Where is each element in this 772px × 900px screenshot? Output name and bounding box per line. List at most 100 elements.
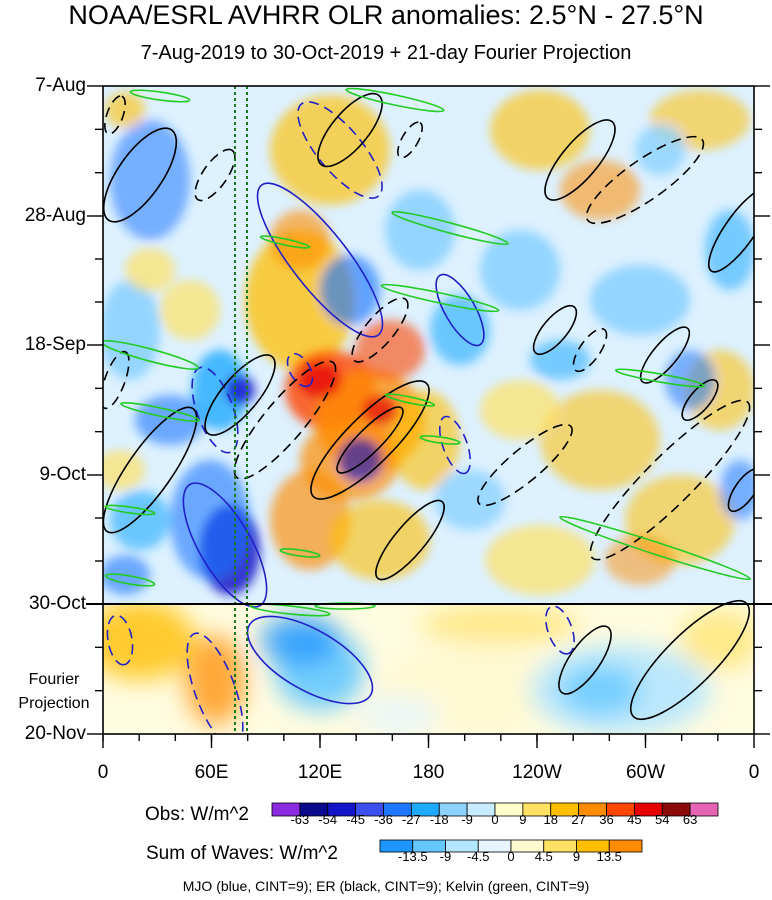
colorbar-tick-label: 27	[571, 812, 586, 827]
kelvin-contour	[259, 235, 311, 249]
wave-contours	[103, 87, 754, 734]
mjo-contour	[106, 614, 134, 666]
obs-anomaly-blob	[605, 535, 675, 585]
obs-anomaly-blob	[430, 295, 490, 365]
obs-anomaly-blob	[245, 230, 355, 370]
y-tick-label: 30-Oct	[28, 593, 86, 614]
obs-anomaly-blob	[435, 470, 505, 530]
obs-anomaly-blob	[540, 390, 660, 490]
obs-anomaly-blob	[270, 210, 330, 270]
obs-anomaly-blob	[355, 320, 425, 380]
y-tick-label: 18-Sep	[24, 334, 86, 355]
obs-anomaly-blob	[485, 525, 595, 595]
projection-blob	[260, 615, 340, 665]
mjo-contour	[545, 605, 575, 655]
er-contour	[317, 92, 383, 168]
fourier-label-line: Fourier	[28, 671, 80, 688]
projection-blob	[560, 665, 640, 715]
axis-ticks	[87, 85, 770, 748]
kelvin-contour	[419, 435, 461, 445]
er-contour	[589, 399, 751, 561]
er-contour	[572, 327, 608, 373]
wave-legend: MJO (blue, CINT=9); ER (black, CINT=9); …	[182, 878, 590, 894]
er-contour	[532, 304, 578, 356]
kelvin-contour	[380, 283, 500, 313]
obs-anomaly-blob	[110, 120, 190, 240]
er-contour	[310, 380, 430, 500]
projection-blob	[360, 695, 440, 734]
er-contour	[103, 127, 178, 223]
mjo-contour	[186, 632, 244, 734]
obs-anomaly-blob	[270, 470, 350, 570]
x-tick-label: 0	[748, 762, 760, 783]
er-contour	[351, 297, 409, 363]
colorbar-tick-label: 0	[491, 812, 499, 827]
er-contour	[585, 135, 705, 225]
colorbar-tick-label: 9	[572, 849, 581, 864]
kelvin-contour	[614, 368, 706, 388]
kelvin-contour	[391, 210, 509, 246]
er-contour	[707, 187, 754, 273]
kelvin-contour	[279, 548, 321, 558]
colorbar-tick-label: 0	[507, 849, 515, 864]
y-tick-label: 28-Aug	[24, 205, 86, 226]
er-contour	[477, 423, 573, 507]
obs-anomaly-blob	[480, 380, 560, 440]
projection-blob	[185, 635, 245, 725]
colorbar-tick-label: -63	[290, 812, 310, 827]
kelvin-contour	[345, 87, 445, 113]
x-tick-label: 180	[412, 762, 445, 783]
colorbar-tick-label: 45	[627, 812, 642, 827]
kelvin-contour	[129, 89, 191, 103]
mjo-contour	[435, 273, 485, 347]
colorbar-tick-label: 4.5	[534, 849, 553, 864]
er-contour	[558, 625, 612, 695]
mjo-contour	[256, 182, 384, 338]
x-tick-label: 120E	[297, 762, 343, 783]
kelvin-contour	[384, 393, 436, 407]
projection-blob	[103, 604, 195, 680]
y-tick-label: 9-Oct	[39, 464, 86, 485]
obs-anomaly-blob	[490, 90, 590, 170]
chart-subtitle: 7-Aug-2019 to 30-Oct-2019 + 21-day Fouri…	[140, 42, 632, 64]
colorbar-swatch	[689, 802, 719, 817]
colorbar-tick-label: 54	[655, 812, 670, 827]
kelvin-contour	[103, 340, 200, 370]
er-contour	[103, 406, 198, 534]
projection-blob	[680, 610, 754, 670]
er-contour	[204, 354, 276, 436]
fourier-label-line: Projection	[18, 695, 90, 712]
kelvin-contour	[104, 573, 156, 587]
mjo-contour	[246, 615, 374, 705]
colorbar-tick-label: -4.5	[467, 849, 490, 864]
mjo-contour	[438, 415, 472, 475]
colorbar-swatch	[608, 839, 643, 853]
colorbar-tick-label: -13.5	[397, 849, 428, 864]
projection-blob	[420, 605, 580, 645]
er-contour	[375, 499, 445, 581]
projection-field	[103, 604, 754, 734]
colorbar-tick-label: 9	[519, 812, 527, 827]
er-contour	[681, 378, 719, 422]
er-contour	[233, 360, 337, 480]
colorbar-tick-label: 36	[599, 812, 614, 827]
obs-anomaly-blob	[385, 190, 455, 270]
mjo-contour	[191, 366, 239, 454]
obs-anomaly-blob	[105, 92, 145, 128]
waves-colorbar	[379, 839, 643, 853]
obs-anomaly-blob	[635, 125, 685, 175]
kelvin-contour	[120, 402, 200, 422]
x-tick-label: 0	[97, 762, 109, 783]
obs-anomaly-blob	[125, 248, 175, 292]
mjo-contour	[286, 352, 314, 388]
x-tick-label: 60E	[194, 762, 229, 783]
colorbar-tick-label: -18	[429, 812, 449, 827]
colorbar-tick-label: -9	[439, 849, 452, 864]
er-contour	[727, 467, 754, 513]
obs-anomaly-blob	[480, 230, 560, 310]
obs-anomaly-blob	[705, 210, 754, 290]
colorbar-tick-label: -54	[318, 812, 338, 827]
y-tick-label: 7-Aug	[35, 75, 86, 96]
colorbar-tick-label: -36	[374, 812, 393, 827]
er-contour	[544, 119, 616, 201]
